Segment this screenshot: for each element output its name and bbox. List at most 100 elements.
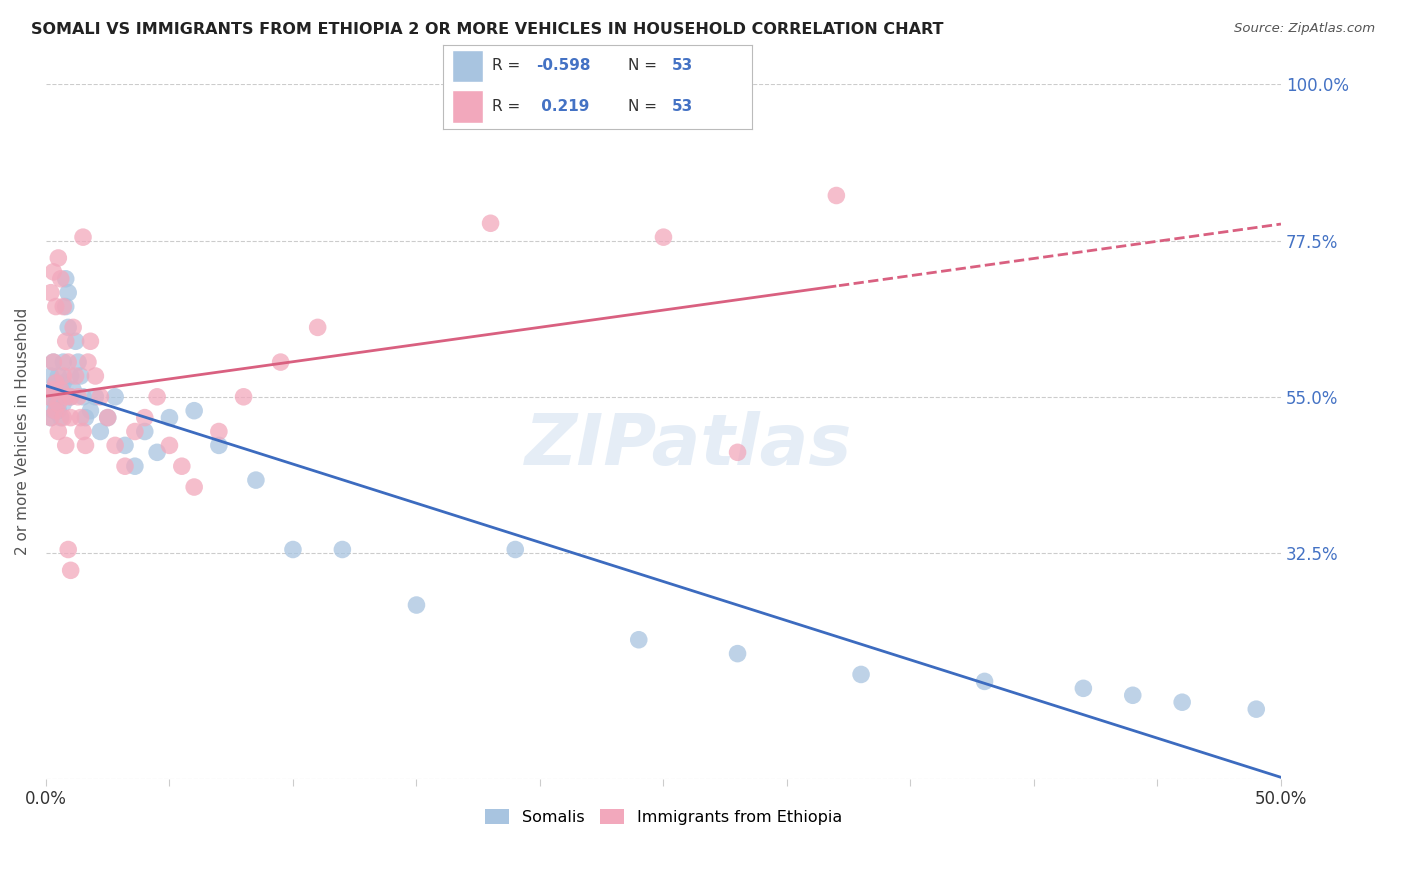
Point xyxy=(69,368,91,383)
Point xyxy=(159,438,181,452)
Point xyxy=(42,265,65,279)
Point xyxy=(52,410,75,425)
Point xyxy=(75,410,97,425)
Point xyxy=(46,368,69,383)
Y-axis label: 2 or more Vehicles in Household: 2 or more Vehicles in Household xyxy=(15,308,30,555)
Point xyxy=(42,403,65,417)
Point xyxy=(58,285,80,300)
Point xyxy=(55,390,77,404)
Text: 53: 53 xyxy=(672,99,693,114)
Point xyxy=(39,410,62,425)
Text: R =: R = xyxy=(492,99,526,114)
Point xyxy=(42,355,65,369)
Point xyxy=(1244,702,1267,716)
Point xyxy=(146,445,169,459)
Point xyxy=(49,383,72,397)
Point xyxy=(75,438,97,452)
Point xyxy=(97,410,120,425)
Point xyxy=(46,390,69,404)
Point xyxy=(59,410,82,425)
Point xyxy=(49,383,72,397)
Point xyxy=(46,251,69,265)
Point xyxy=(69,410,91,425)
Point xyxy=(39,285,62,300)
Point xyxy=(72,230,94,244)
Point xyxy=(503,542,526,557)
Point xyxy=(124,459,146,474)
Point xyxy=(1122,688,1144,702)
Point xyxy=(208,425,231,439)
Point xyxy=(46,397,69,411)
FancyBboxPatch shape xyxy=(453,50,484,82)
Text: 53: 53 xyxy=(672,58,693,73)
Point xyxy=(62,320,84,334)
Text: -0.598: -0.598 xyxy=(536,58,591,73)
Point xyxy=(170,459,193,474)
Point xyxy=(45,397,67,411)
Point xyxy=(104,438,127,452)
Point xyxy=(627,632,650,647)
Point xyxy=(52,300,75,314)
Point xyxy=(59,368,82,383)
Point xyxy=(49,410,72,425)
Text: R =: R = xyxy=(492,58,526,73)
Point xyxy=(49,272,72,286)
Point xyxy=(183,403,205,417)
Point xyxy=(97,410,120,425)
Point xyxy=(146,390,169,404)
Point xyxy=(245,473,267,487)
Point xyxy=(104,390,127,404)
Point xyxy=(208,438,231,452)
Point xyxy=(55,334,77,349)
Text: Source: ZipAtlas.com: Source: ZipAtlas.com xyxy=(1234,22,1375,36)
Text: N =: N = xyxy=(628,99,662,114)
Point xyxy=(84,368,107,383)
Point xyxy=(46,403,69,417)
Point xyxy=(42,355,65,369)
Point xyxy=(65,334,87,349)
Point xyxy=(45,376,67,390)
Point xyxy=(59,390,82,404)
Point xyxy=(89,425,111,439)
Point xyxy=(58,355,80,369)
Point xyxy=(727,445,749,459)
Point xyxy=(79,403,101,417)
Point xyxy=(55,438,77,452)
Point xyxy=(849,667,872,681)
Point xyxy=(77,355,100,369)
Point xyxy=(825,188,848,202)
Point xyxy=(52,355,75,369)
Point xyxy=(281,542,304,557)
Point xyxy=(72,390,94,404)
Point xyxy=(652,230,675,244)
Point xyxy=(59,390,82,404)
Point xyxy=(62,383,84,397)
Point xyxy=(114,459,136,474)
Point xyxy=(89,390,111,404)
Point xyxy=(270,355,292,369)
Point xyxy=(405,598,427,612)
Point xyxy=(479,216,502,230)
Point xyxy=(72,425,94,439)
Point xyxy=(42,383,65,397)
Point xyxy=(55,272,77,286)
Point xyxy=(79,334,101,349)
Point xyxy=(59,563,82,577)
Point xyxy=(45,403,67,417)
Point xyxy=(84,390,107,404)
FancyBboxPatch shape xyxy=(453,90,484,122)
Point xyxy=(332,542,354,557)
Point xyxy=(52,397,75,411)
Point xyxy=(37,390,59,404)
Point xyxy=(55,300,77,314)
Point xyxy=(124,425,146,439)
Text: 0.219: 0.219 xyxy=(536,99,589,114)
Point xyxy=(134,410,156,425)
Text: N =: N = xyxy=(628,58,662,73)
Point xyxy=(39,368,62,383)
Point xyxy=(727,647,749,661)
Point xyxy=(67,355,90,369)
Point xyxy=(159,410,181,425)
Point xyxy=(45,300,67,314)
Point xyxy=(973,674,995,689)
